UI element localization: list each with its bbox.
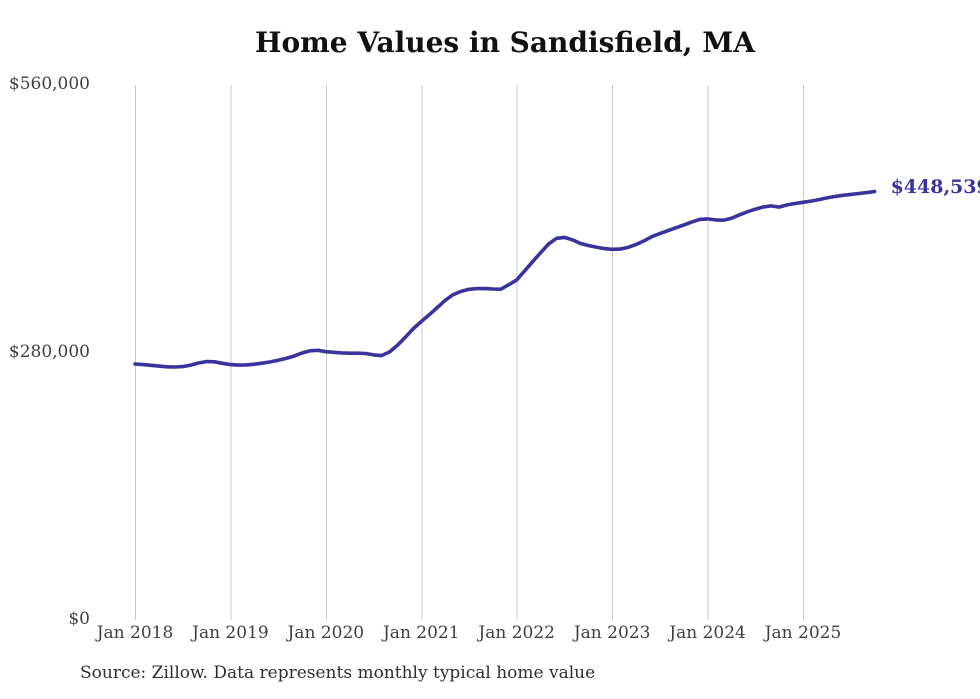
y-axis-tick-label: $280,000 <box>8 341 90 362</box>
x-axis-tick-label: Jan 2019 <box>192 623 269 643</box>
chart-title: Home Values in Sandisfield, MA <box>255 26 755 59</box>
y-axis-tick-label: $0 <box>68 609 90 629</box>
y-axis-tick-label: $560,000 <box>8 74 90 94</box>
x-axis-tick-label: Jan 2023 <box>573 623 651 643</box>
x-axis-tick-label: Jan 2018 <box>96 623 174 643</box>
x-axis-tick-label: Jan 2020 <box>287 623 365 643</box>
source-note: Source: Zillow. Data represents monthly … <box>80 663 596 683</box>
x-axis-tick-label: Jan 2022 <box>478 623 555 643</box>
value-line <box>133 189 877 369</box>
x-axis-tick-label: Jan 2024 <box>669 623 746 643</box>
latest-value-label: $448,539 <box>890 176 980 199</box>
x-axis-tick-label: Jan 2021 <box>382 623 460 643</box>
x-axis-tick-label: Jan 2025 <box>764 623 842 643</box>
